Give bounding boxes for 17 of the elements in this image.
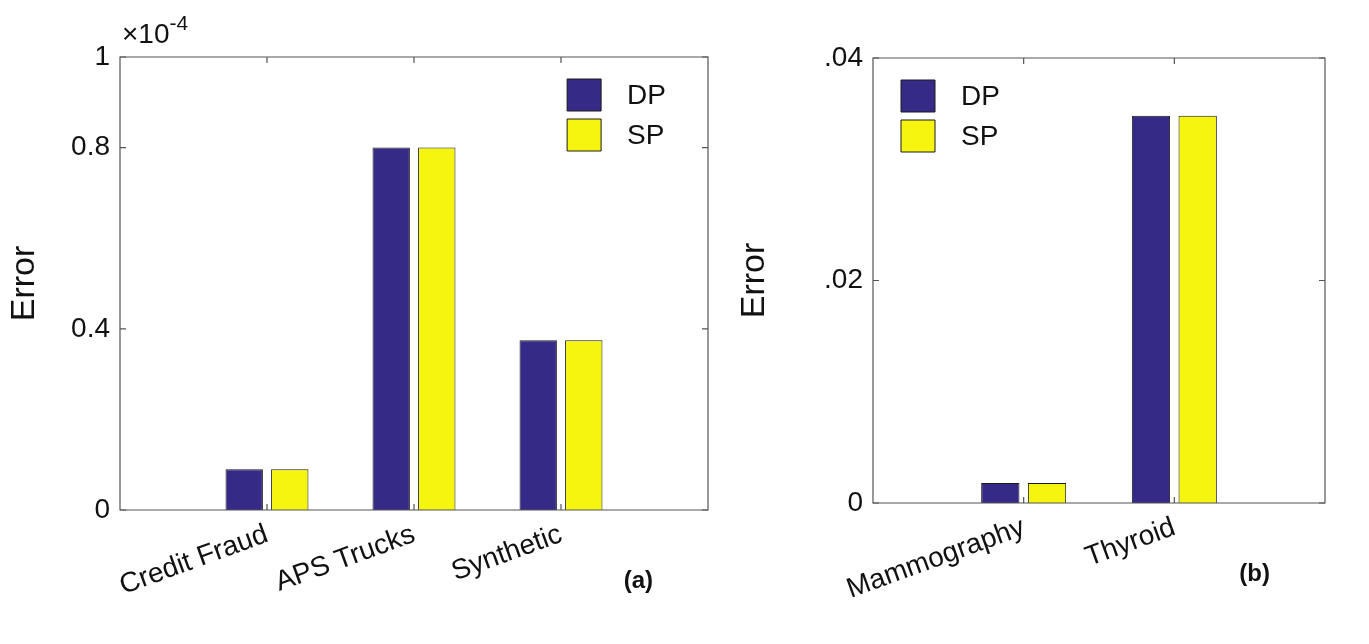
x-tick-label: APS Trucks <box>270 517 419 597</box>
y-tick-label: .02 <box>824 263 863 295</box>
y-axis-title: Error <box>2 245 41 322</box>
y-tick-label: 0.4 <box>71 311 110 343</box>
legend-label: DP <box>961 79 1000 111</box>
y-tick-label: 0.8 <box>71 130 110 162</box>
y-tick-label: .04 <box>824 40 863 72</box>
legend-label: SP <box>961 119 999 151</box>
x-tick-label: Credit Fraud <box>114 517 272 600</box>
y-tick-label: 0 <box>94 492 110 524</box>
text: (b) <box>1239 559 1270 586</box>
y-axis-title: Error <box>732 242 771 319</box>
y-tick-label: 1 <box>94 39 110 71</box>
y-tick-label: 0 <box>847 485 863 517</box>
legend-label: DP <box>627 78 667 110</box>
legend-label: SP <box>627 118 665 150</box>
text: (a) <box>623 566 653 593</box>
